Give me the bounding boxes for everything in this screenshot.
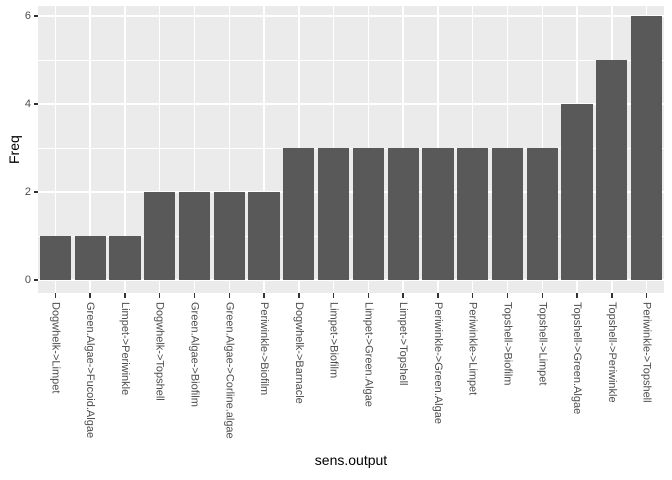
x-tick-mark [332,293,335,298]
bar [213,192,245,280]
gridline-major-h [38,15,664,17]
bar [491,148,524,280]
gridline-v [158,6,161,293]
gridline-minor-h [38,235,664,237]
x-tick-mark [228,293,231,298]
x-tick-mark [437,293,439,298]
x-tick-mark [541,293,544,298]
bar [387,148,419,280]
y-tick-label: 0 [24,274,31,286]
bar [422,148,454,280]
y-tick-label: 4 [24,98,31,110]
x-tick-label: Limpet->Biofilm [327,302,340,379]
x-tick-mark [54,293,57,298]
bar [248,192,280,280]
x-tick-label: Green.Algae->Fucoid.Algae [84,302,97,439]
gridline-major-h [38,191,664,193]
y-tick-label: 2 [24,186,31,198]
bar [39,236,72,280]
bar [109,236,141,280]
gridline-minor-h [38,147,664,149]
x-tick-mark [576,293,578,298]
bar [561,104,593,280]
x-tick-label: Green.Algae->Biofilm [188,302,201,407]
x-tick-label: Periwinkle->Topshell [640,302,653,403]
x-tick-label: Dogwhelk->Barnacle [292,302,305,404]
gridline-major-h [38,103,664,105]
x-tick-mark [402,293,404,298]
x-tick-label: Periwinkle->Green.Algae [431,302,444,424]
bar [352,148,385,280]
gridline-v [228,6,231,293]
y-tick-label: 6 [24,10,31,22]
x-tick-mark [367,293,370,298]
x-tick-label: Limpet->Green.Algae [362,302,375,407]
y-tick-mark [33,103,38,105]
x-tick-label: Limpet->Topshell [397,302,410,386]
x-tick-label: Topshell->Biofilm [501,302,514,386]
y-axis-title: Freq [6,135,22,164]
x-tick-label: Topshell->Limpet [536,302,549,386]
bar [74,236,106,280]
bar [178,192,211,280]
x-tick-label: Periwinkle->Biofilm [258,302,271,396]
x-axis-title: sens.output [314,452,388,468]
y-tick-mark [33,15,38,17]
x-tick-label: Dogwhelk->Topshell [153,302,166,401]
bar [317,148,350,280]
x-tick-mark [645,293,648,298]
gridline-v [54,6,57,293]
gridline-major-h [38,279,664,281]
y-tick-mark [33,279,38,281]
x-tick-mark [89,293,91,298]
x-tick-mark [298,293,300,298]
bar [526,148,558,280]
gridline-v [124,6,126,293]
gridline-v [89,6,91,293]
plot-panel [38,6,664,293]
bar [596,60,628,280]
x-tick-label: Topshell->Green.Algae [571,302,584,415]
x-tick-label: Limpet->Periwinkle [118,302,131,396]
x-tick-mark [471,293,474,298]
y-tick-mark [33,191,38,193]
x-tick-label: Green.Algae->Corline.algae [223,302,236,439]
x-tick-label: Topshell->Periwinkle [605,302,618,403]
x-tick-mark [611,293,613,298]
x-tick-label: Dogwhelk->Limpet [49,302,62,394]
x-tick-mark [124,293,126,298]
x-tick-label: Periwinkle->Limpet [466,302,479,396]
gridline-minor-h [38,59,664,61]
bar [630,16,663,280]
x-tick-mark [158,293,161,298]
bar [283,148,315,280]
bar [144,192,176,280]
gridline-v [193,6,196,293]
x-tick-mark [506,293,509,298]
bar [457,148,489,280]
x-tick-mark [193,293,196,298]
x-tick-mark [263,293,265,298]
gridline-v [263,6,265,293]
